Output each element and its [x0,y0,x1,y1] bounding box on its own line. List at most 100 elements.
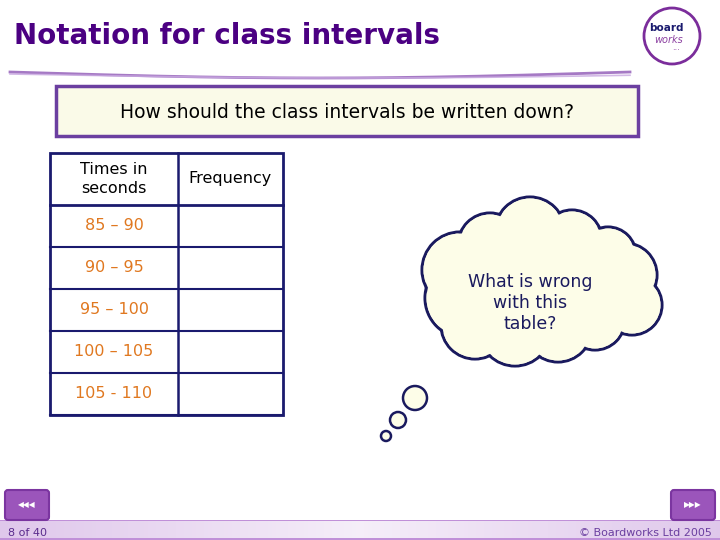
FancyBboxPatch shape [176,521,180,538]
FancyBboxPatch shape [464,521,468,538]
FancyBboxPatch shape [324,521,328,538]
FancyBboxPatch shape [508,521,512,538]
Circle shape [458,223,542,307]
Circle shape [443,293,508,357]
FancyBboxPatch shape [308,521,312,538]
Circle shape [552,227,628,303]
Text: ◀◀◀: ◀◀◀ [18,501,36,510]
Circle shape [580,227,636,283]
FancyBboxPatch shape [416,521,420,538]
FancyBboxPatch shape [296,521,300,538]
FancyBboxPatch shape [204,521,208,538]
Circle shape [464,248,557,341]
FancyBboxPatch shape [472,521,476,538]
FancyBboxPatch shape [512,521,516,538]
Circle shape [565,290,625,350]
FancyBboxPatch shape [192,521,196,538]
FancyBboxPatch shape [108,521,112,538]
FancyBboxPatch shape [224,521,228,538]
FancyBboxPatch shape [304,521,308,538]
FancyBboxPatch shape [436,521,440,538]
Circle shape [458,213,522,277]
FancyBboxPatch shape [92,521,96,538]
FancyBboxPatch shape [288,521,292,538]
Circle shape [390,412,406,428]
FancyBboxPatch shape [620,521,624,538]
FancyBboxPatch shape [312,521,316,538]
Circle shape [595,245,655,306]
FancyBboxPatch shape [156,521,160,538]
FancyBboxPatch shape [328,521,332,538]
FancyBboxPatch shape [276,521,280,538]
FancyBboxPatch shape [604,521,608,538]
FancyBboxPatch shape [716,521,720,538]
FancyBboxPatch shape [684,521,688,538]
FancyBboxPatch shape [540,521,544,538]
FancyBboxPatch shape [572,521,576,538]
FancyBboxPatch shape [636,521,640,538]
FancyBboxPatch shape [300,521,304,538]
FancyBboxPatch shape [424,521,428,538]
FancyBboxPatch shape [112,521,116,538]
FancyBboxPatch shape [172,521,176,538]
FancyBboxPatch shape [212,521,216,538]
Text: board: board [649,23,683,33]
FancyBboxPatch shape [708,521,712,538]
FancyBboxPatch shape [460,521,464,538]
Circle shape [501,216,589,304]
FancyBboxPatch shape [532,521,536,538]
Circle shape [425,258,505,338]
FancyBboxPatch shape [432,521,436,538]
FancyBboxPatch shape [260,521,264,538]
FancyBboxPatch shape [284,521,288,538]
FancyBboxPatch shape [608,521,612,538]
FancyBboxPatch shape [664,521,668,538]
Circle shape [495,197,565,267]
Circle shape [479,294,551,366]
FancyBboxPatch shape [628,521,632,538]
FancyBboxPatch shape [100,521,104,538]
FancyBboxPatch shape [668,521,672,538]
FancyBboxPatch shape [12,521,16,538]
FancyBboxPatch shape [468,521,472,538]
Circle shape [526,295,590,361]
Text: Notation for class intervals: Notation for class intervals [14,22,440,50]
Text: How should the class intervals be written down?: How should the class intervals be writte… [120,103,574,122]
FancyBboxPatch shape [244,521,248,538]
FancyBboxPatch shape [72,521,76,538]
FancyBboxPatch shape [84,521,88,538]
Text: © Boardworks Ltd 2005: © Boardworks Ltd 2005 [579,528,712,538]
FancyBboxPatch shape [624,521,628,538]
Circle shape [462,247,558,343]
FancyBboxPatch shape [576,521,580,538]
Text: Frequency: Frequency [189,172,272,186]
Circle shape [423,233,497,307]
FancyBboxPatch shape [400,521,404,538]
FancyBboxPatch shape [556,521,560,538]
FancyBboxPatch shape [360,521,364,538]
FancyBboxPatch shape [272,521,276,538]
Circle shape [544,212,600,268]
FancyBboxPatch shape [60,521,64,538]
FancyBboxPatch shape [76,521,80,538]
FancyBboxPatch shape [264,521,268,538]
FancyBboxPatch shape [316,521,320,538]
FancyBboxPatch shape [476,521,480,538]
FancyBboxPatch shape [352,521,356,538]
FancyBboxPatch shape [28,521,32,538]
FancyBboxPatch shape [704,521,708,538]
Circle shape [564,259,636,332]
FancyBboxPatch shape [632,521,636,538]
FancyBboxPatch shape [88,521,92,538]
FancyBboxPatch shape [24,521,28,538]
Text: works: works [654,35,683,45]
Circle shape [459,214,521,275]
FancyBboxPatch shape [116,521,120,538]
FancyBboxPatch shape [396,521,400,538]
FancyBboxPatch shape [560,521,564,538]
Text: What is wrong
with this
table?: What is wrong with this table? [468,273,593,333]
FancyBboxPatch shape [120,521,124,538]
FancyBboxPatch shape [336,521,340,538]
Circle shape [567,292,624,348]
FancyBboxPatch shape [320,521,324,538]
